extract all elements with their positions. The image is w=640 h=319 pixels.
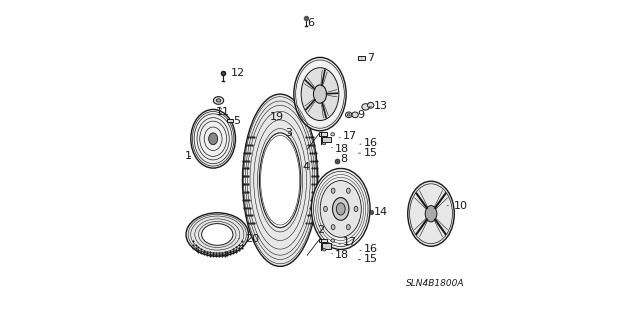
Ellipse shape [408,181,454,246]
Ellipse shape [425,206,437,222]
Ellipse shape [312,168,370,249]
Text: 9: 9 [352,110,365,120]
Ellipse shape [331,133,335,136]
Text: 17: 17 [339,131,357,141]
Text: 1: 1 [185,151,192,161]
FancyBboxPatch shape [227,119,232,122]
Ellipse shape [331,239,335,242]
Ellipse shape [216,99,221,102]
Ellipse shape [346,225,350,230]
Text: 18: 18 [332,144,349,154]
Ellipse shape [301,68,339,121]
Ellipse shape [243,94,318,266]
Ellipse shape [323,249,326,251]
Text: 11: 11 [216,107,230,117]
Text: 12: 12 [224,68,245,78]
FancyBboxPatch shape [319,132,327,136]
Ellipse shape [346,112,352,118]
FancyBboxPatch shape [322,137,332,142]
Ellipse shape [331,188,335,193]
Text: 20: 20 [239,234,259,244]
Ellipse shape [259,133,301,228]
Ellipse shape [348,114,350,116]
Text: 3: 3 [285,128,292,138]
Text: 17: 17 [339,237,357,248]
Text: 16: 16 [360,244,378,255]
Ellipse shape [333,197,349,220]
Ellipse shape [367,102,374,108]
Text: 13: 13 [369,101,388,111]
Text: 15: 15 [358,254,378,264]
Ellipse shape [314,85,326,103]
Ellipse shape [354,206,358,211]
Text: 5: 5 [227,115,240,126]
Ellipse shape [186,213,248,256]
Text: SLN4B1800A: SLN4B1800A [406,279,465,288]
Text: 7: 7 [362,53,374,63]
Ellipse shape [202,224,233,245]
Text: 15: 15 [358,148,378,158]
Ellipse shape [294,57,346,131]
Text: 16: 16 [360,138,378,148]
Text: 10: 10 [447,201,468,211]
Ellipse shape [362,104,369,110]
FancyBboxPatch shape [319,239,327,242]
Ellipse shape [323,142,326,145]
FancyBboxPatch shape [322,243,332,249]
Ellipse shape [324,206,328,211]
Ellipse shape [346,188,350,193]
Ellipse shape [352,112,358,118]
Ellipse shape [337,203,345,215]
Text: 8: 8 [337,154,348,164]
Ellipse shape [209,133,218,145]
Text: 18: 18 [332,250,349,260]
FancyBboxPatch shape [358,56,365,60]
Text: 4: 4 [302,161,309,172]
Ellipse shape [320,181,361,237]
Ellipse shape [331,225,335,230]
Text: 2: 2 [317,225,324,235]
Ellipse shape [191,109,236,168]
Text: 19: 19 [269,112,284,122]
Text: 6: 6 [307,18,314,28]
Ellipse shape [214,97,223,104]
Text: 14: 14 [371,207,388,217]
